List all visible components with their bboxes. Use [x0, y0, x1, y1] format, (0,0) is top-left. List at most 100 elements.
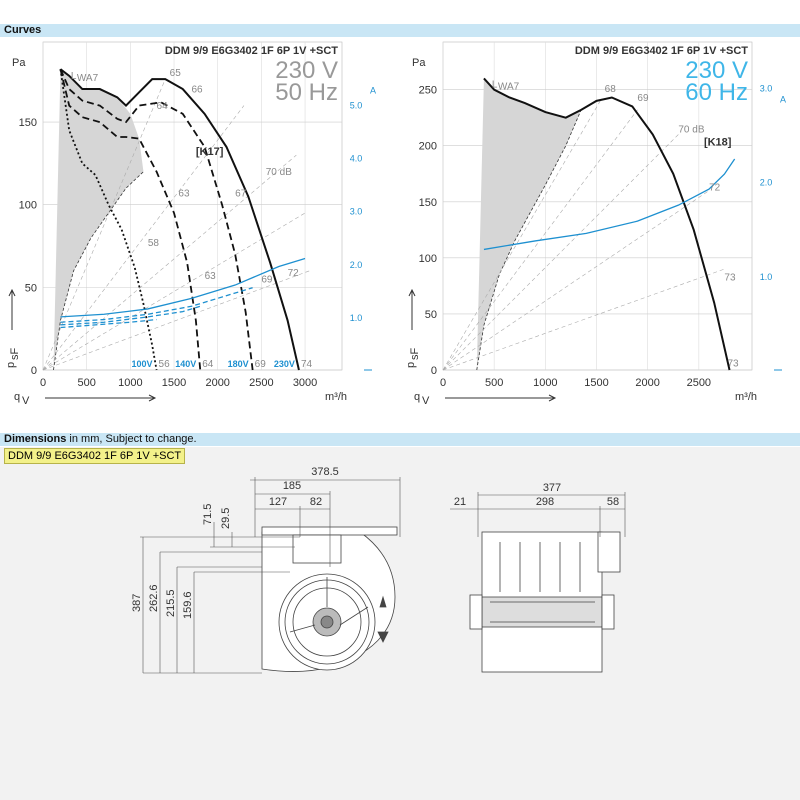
y-axis-subscript: sF	[409, 348, 421, 361]
lwa-boundary-line	[53, 171, 144, 371]
pressure-curve-140v	[59, 69, 202, 371]
db-label: 66	[192, 84, 204, 95]
dim-82: 82	[310, 496, 322, 508]
x-tick-label: 0	[40, 377, 46, 389]
current-curve	[60, 287, 253, 323]
dim-21: 21	[454, 496, 466, 508]
system-parabola	[42, 270, 310, 371]
pressure-curve-230v	[59, 68, 300, 371]
y-unit-label: Pa	[12, 57, 26, 69]
x-tick-label: 2500	[249, 377, 273, 389]
lwa-shaded-region	[476, 78, 582, 370]
dim-387: 387	[131, 594, 143, 612]
y-tick-label: 100	[419, 253, 437, 265]
y-axis-symbol: p	[405, 362, 417, 368]
current-curve	[60, 318, 157, 329]
pressure-curve-180v	[59, 68, 254, 371]
curve-ref-label: [K17]	[196, 146, 224, 158]
current-tick-label: 2.0	[350, 260, 363, 270]
current-tick-label: 4.0	[350, 154, 363, 164]
current-tick-label: 3.0	[350, 207, 363, 217]
x-axis-arrow	[445, 394, 557, 402]
system-parabola	[42, 105, 245, 371]
dim-159-6: 159.6	[182, 591, 194, 619]
system-parabola	[442, 190, 710, 371]
x-axis-symbol: q	[14, 391, 20, 403]
current-curve	[60, 257, 306, 318]
current-tick-label: 1.0	[760, 272, 773, 282]
dim-377: 377	[543, 482, 561, 494]
x-tick-label: 2500	[687, 377, 711, 389]
x-axis-subscript: V	[422, 395, 430, 407]
front-view-drawing	[261, 526, 398, 672]
lwa-subscript: WA7	[498, 81, 520, 92]
x-axis-symbol: q	[414, 391, 420, 403]
side-view-labels: 377 21 298 58	[454, 482, 619, 508]
dim-262-6: 262.6	[148, 584, 160, 612]
lwa-shaded-region	[53, 69, 144, 370]
db-label: 70 dB	[266, 167, 292, 178]
current-tick-label: 3.0	[760, 83, 773, 93]
db-label: 69	[261, 274, 273, 285]
end-db-label: 74	[301, 359, 313, 370]
frequency-title: 60 Hz	[685, 79, 748, 106]
front-view-labels: 378.5 185 127 82 71.5 29.5 387 262.6 215…	[131, 466, 339, 619]
system-parabola	[42, 154, 297, 371]
y-unit-label: Pa	[412, 57, 426, 69]
dim-29-5: 29.5	[220, 508, 232, 529]
x-axis-arrow	[45, 394, 157, 402]
voltage-title: 230 V	[685, 57, 748, 84]
current-tick-label: 2.0	[760, 178, 773, 188]
x-tick-label: 2000	[205, 377, 229, 389]
current-unit-label: A	[780, 95, 786, 105]
lwa-label: L	[492, 79, 498, 90]
y-axis-arrow	[8, 288, 16, 330]
voltage-title: 230 V	[275, 57, 338, 84]
x-tick-label: 2000	[635, 377, 659, 389]
db-label: 68	[605, 84, 617, 95]
db-label: 63	[178, 188, 190, 199]
current-tick-label: 5.0	[350, 101, 363, 111]
voltage-label: 100V	[132, 359, 153, 369]
voltage-label: 180V	[228, 359, 249, 369]
dimensions-subtitle: in mm, Subject to change.	[69, 433, 197, 445]
y-tick-label: 150	[19, 117, 37, 129]
x-unit-label: m³/h	[735, 391, 757, 403]
db-label: 63	[205, 271, 217, 282]
dim-127: 127	[269, 496, 287, 508]
x-tick-label: 3000	[293, 377, 317, 389]
dim-185: 185	[283, 480, 301, 492]
x-tick-label: 500	[77, 377, 95, 389]
curves-header: Curves	[0, 24, 800, 37]
voltage-label: 140V	[175, 359, 196, 369]
y-tick-label: 100	[19, 200, 37, 212]
chart-model-title: DDM 9/9 E6G3402 1F 6P 1V +SCT	[165, 45, 338, 57]
db-label: 73	[727, 359, 739, 370]
y-axis-symbol: p	[5, 362, 17, 368]
system-parabola	[442, 98, 602, 371]
frequency-title: 50 Hz	[275, 79, 338, 106]
current-curve	[483, 158, 736, 251]
voltage-label: 230V	[274, 359, 295, 369]
db-label: 65	[170, 68, 182, 79]
dimensions-title: Dimensions	[4, 433, 67, 445]
db-label: 67	[235, 188, 247, 199]
db-label: 58	[148, 238, 160, 249]
y-tick-label: 0	[31, 365, 37, 377]
system-parabola	[442, 268, 725, 371]
y-axis-subscript: sF	[9, 348, 21, 361]
x-tick-label: 500	[485, 377, 503, 389]
y-tick-label: 200	[419, 141, 437, 153]
x-unit-label: m³/h	[325, 391, 347, 403]
curve-ref-label: [K18]	[704, 137, 732, 149]
end-db-label: 64	[202, 359, 214, 370]
db-label: 73	[724, 272, 736, 283]
side-view-drawing	[469, 531, 621, 673]
x-tick-label: 1500	[162, 377, 186, 389]
db-label: 72	[288, 268, 300, 279]
y-tick-label: 250	[419, 85, 437, 97]
dimension-drawings: 378.5 185 127 82 71.5 29.5 387 262.6 215…	[131, 466, 626, 674]
dim-378-5: 378.5	[311, 466, 339, 478]
x-axis-subscript: V	[22, 395, 30, 407]
dim-215-5: 215.5	[165, 589, 177, 617]
